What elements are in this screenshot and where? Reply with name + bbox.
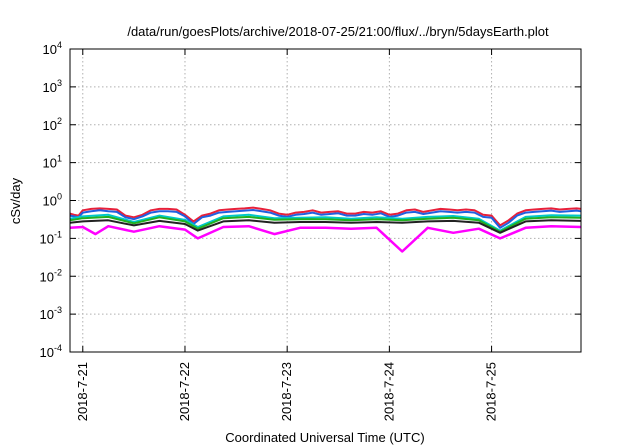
x-tick-label: 2018-7-22 [177,362,192,421]
series-line-5 [69,219,582,234]
x-axis-ticks: 2018-7-21 2018-7-22 2018-7-23 2018-7-24 2018… [75,49,499,421]
x-tick-label: 2018-7-24 [381,362,396,421]
y-tick-label: 10-4 [40,343,62,360]
y-axis-label: cSv/day [8,177,23,224]
x-tick-label: 2018-7-21 [75,362,90,421]
y-tick-label: 101 [43,154,62,171]
chart-title: /data/run/goesPlots/archive/2018-07-25/2… [127,24,549,39]
y-tick-label: 102 [43,116,62,133]
series-line-1 [69,206,582,227]
series-group [69,206,582,253]
grid [70,49,581,352]
series-line-2 [69,209,582,229]
y-tick-label: 10-3 [40,305,62,322]
y-tick-label: 100 [43,192,62,209]
series-line-6 [69,224,582,253]
y-tick-label: 103 [43,78,62,95]
series-line-4 [69,215,582,233]
x-tick-label: 2018-7-25 [484,362,499,421]
x-tick-label: 2018-7-23 [279,362,294,421]
y-tick-label: 10-1 [40,229,62,246]
y-tick-label: 10-2 [40,267,62,284]
series-line-3 [69,213,582,232]
y-tick-label: 104 [43,40,62,57]
x-axis-label: Coordinated Universal Time (UTC) [225,430,424,445]
y-axis-ticks: 10-4 10-3 10-2 10-1 100 101 102 103 104 [40,40,581,360]
